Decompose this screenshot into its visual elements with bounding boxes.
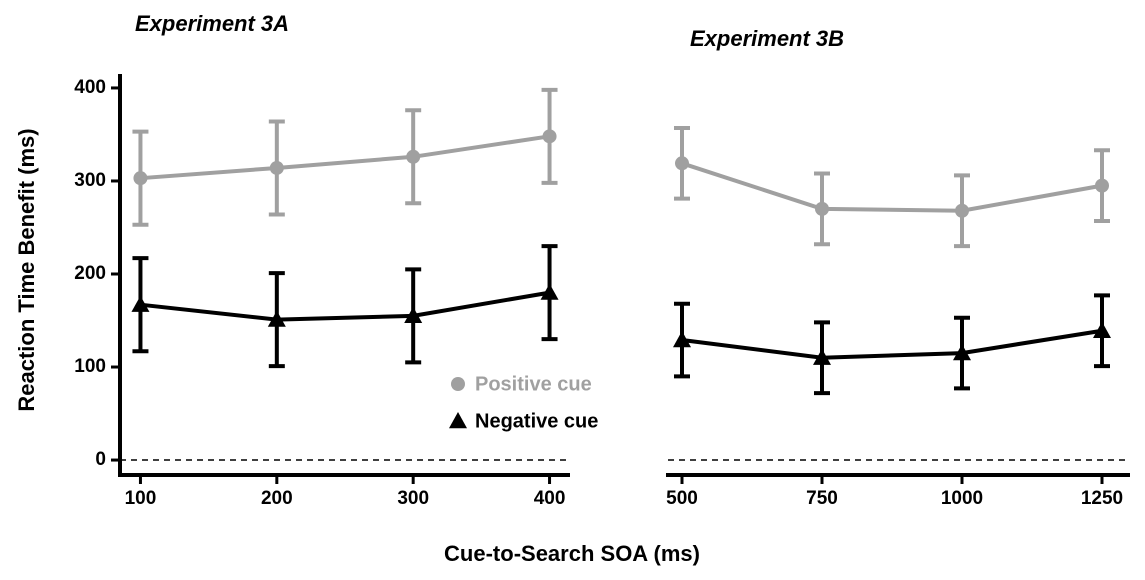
series-line xyxy=(140,290,550,322)
x-tick-label: 1250 xyxy=(1081,488,1123,509)
marker xyxy=(406,149,421,164)
x-tick-label: 750 xyxy=(806,488,838,509)
marker xyxy=(675,156,689,171)
marker xyxy=(813,348,831,365)
series-line xyxy=(681,161,1103,213)
marker xyxy=(1095,178,1109,193)
y-axis-label: Reaction Time Benefit (ms) xyxy=(14,128,39,411)
marker xyxy=(955,203,969,218)
y-tick-label: 400 xyxy=(74,77,106,98)
y-tick-label: 200 xyxy=(74,263,106,284)
x-tick-label: 1000 xyxy=(941,488,983,509)
y-tick-label: 0 xyxy=(95,449,106,470)
marker xyxy=(1093,321,1111,338)
panel-title: Experiment 3A xyxy=(135,11,289,36)
x-tick-label: 500 xyxy=(666,488,698,509)
legend-label: Positive cue xyxy=(475,373,592,395)
x-tick-label: 300 xyxy=(397,488,429,509)
marker xyxy=(673,331,691,348)
marker xyxy=(269,160,284,175)
legend-label: Negative cue xyxy=(475,410,598,432)
x-tick-label: 200 xyxy=(261,488,293,509)
y-tick-label: 100 xyxy=(74,356,106,377)
x-tick-label: 400 xyxy=(534,488,566,509)
marker xyxy=(542,129,557,144)
y-tick-label: 300 xyxy=(74,170,106,191)
marker xyxy=(815,201,829,216)
marker xyxy=(449,412,467,429)
marker xyxy=(953,344,971,361)
marker xyxy=(133,171,148,186)
marker xyxy=(540,283,559,300)
marker xyxy=(404,306,423,324)
x-tick-label: 100 xyxy=(125,488,157,509)
series-line xyxy=(681,328,1103,360)
marker xyxy=(267,310,286,327)
series-line xyxy=(140,134,550,181)
marker xyxy=(131,295,150,312)
panel-title: Experiment 3B xyxy=(690,26,844,51)
marker xyxy=(451,377,465,391)
x-axis-label: Cue-to-Search SOA (ms) xyxy=(444,541,700,566)
